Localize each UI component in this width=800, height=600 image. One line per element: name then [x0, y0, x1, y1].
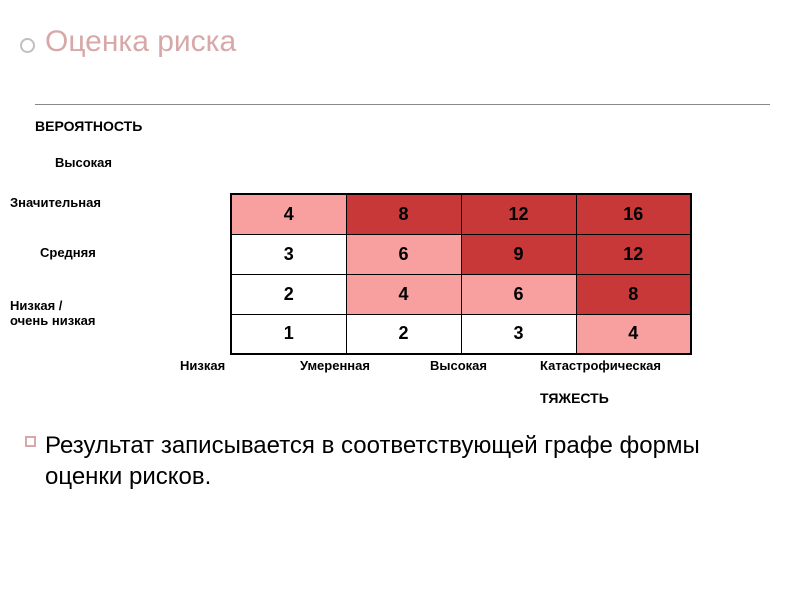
- y-label: Средняя: [40, 245, 96, 260]
- x-axis-title: ТЯЖЕСТЬ: [540, 390, 609, 406]
- title-bullet-icon: [20, 38, 35, 53]
- matrix-cell: 4: [231, 194, 346, 234]
- y-axis-title: ВЕРОЯТНОСТЬ: [35, 118, 142, 134]
- body-bullet-icon: [25, 436, 36, 447]
- matrix-cell: 8: [346, 194, 461, 234]
- matrix-cell: 9: [461, 234, 576, 274]
- x-label: Высокая: [430, 358, 487, 373]
- x-label: Умеренная: [300, 358, 370, 373]
- matrix-cell: 6: [461, 274, 576, 314]
- matrix-cell: 12: [576, 234, 691, 274]
- body-text: Результат записывается в соответствующей…: [45, 430, 755, 492]
- matrix-cell: 3: [231, 234, 346, 274]
- risk-matrix: 4812163691224681234: [230, 193, 692, 355]
- x-label: Катастрофическая: [540, 358, 661, 373]
- matrix-cell: 2: [231, 274, 346, 314]
- y-label: Низкая /очень низкая: [10, 298, 95, 328]
- matrix-cell: 4: [576, 314, 691, 354]
- matrix-cell: 2: [346, 314, 461, 354]
- y-label: Значительная: [10, 195, 101, 210]
- matrix-cell: 12: [461, 194, 576, 234]
- matrix-cell: 4: [346, 274, 461, 314]
- matrix-cell: 3: [461, 314, 576, 354]
- divider: [35, 104, 770, 105]
- x-label: Низкая: [180, 358, 225, 373]
- matrix-cell: 16: [576, 194, 691, 234]
- matrix-cell: 8: [576, 274, 691, 314]
- matrix-cell: 6: [346, 234, 461, 274]
- matrix-cell: 1: [231, 314, 346, 354]
- y-label: Высокая: [55, 155, 112, 170]
- page-title: Оценка риска: [45, 25, 236, 59]
